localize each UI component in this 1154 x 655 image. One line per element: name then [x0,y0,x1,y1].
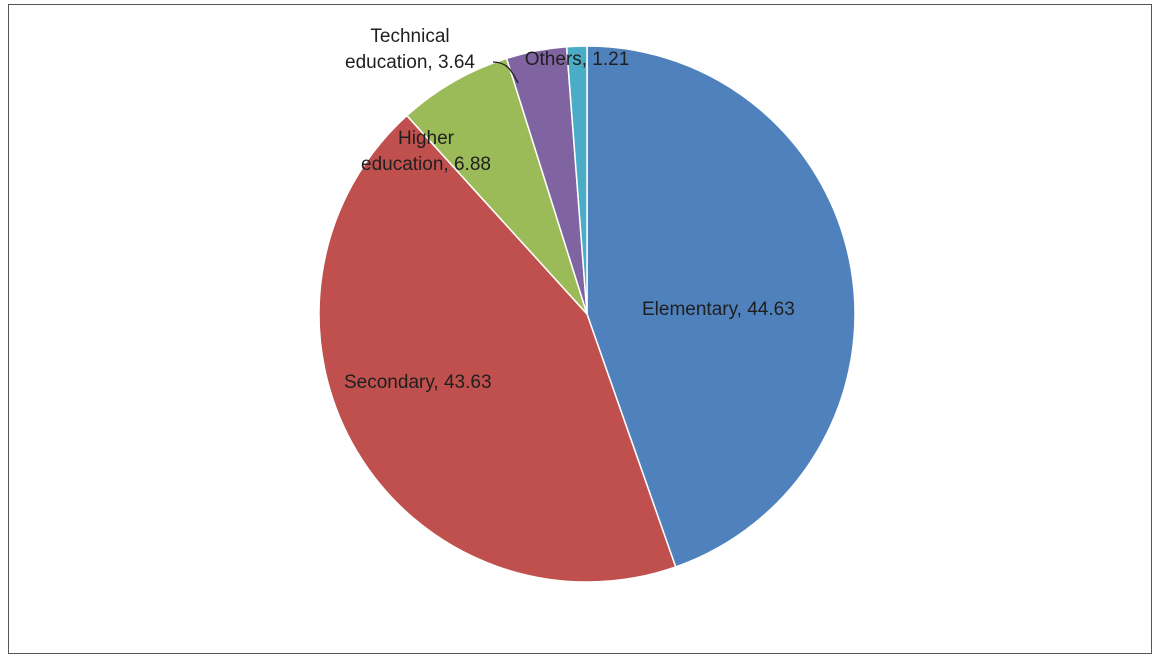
pie-slice-higher-education [405,57,588,315]
leader-lines [492,61,519,84]
slice-label-higher-education: Higher education, 6.88 [361,128,491,175]
chart-frame: Elementary, 44.63 Secondary, 43.63 Higher e… [8,4,1152,654]
slice-label-others: Others, 1.21 [525,49,630,70]
slice-label-technical-education: Technical education, 3.64 [345,26,475,73]
leader-line-technical-education [492,61,519,84]
slice-label-secondary: Secondary, 43.63 [344,372,492,393]
pie-chart: Elementary, 44.63 Secondary, 43.63 Higher e… [318,26,856,583]
pie-slice-others [565,45,588,315]
slice-labels: Elementary, 44.63 Secondary, 43.63 Higher e… [344,26,795,393]
pie-slices [318,45,856,583]
pie-slice-elementary [586,45,856,568]
slice-label-elementary: Elementary, 44.63 [642,299,795,320]
pie-slice-secondary [318,114,677,583]
